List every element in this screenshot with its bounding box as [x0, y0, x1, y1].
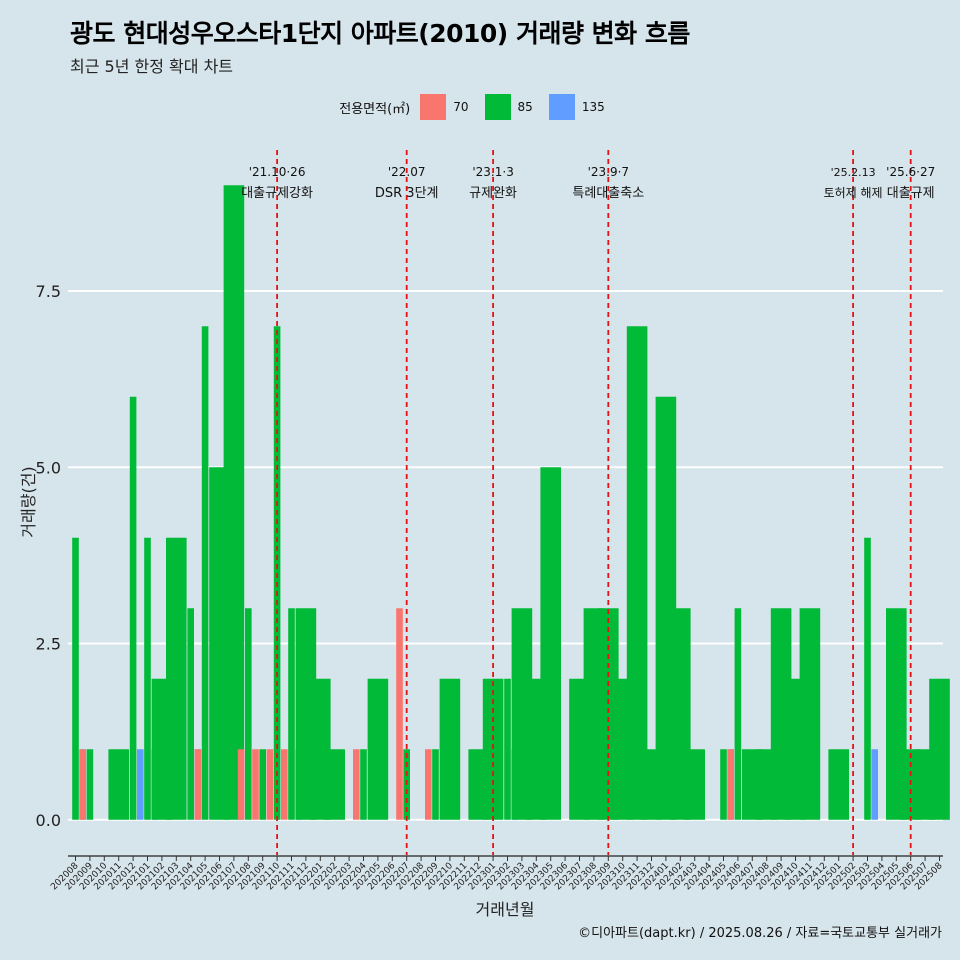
chart-subtitle: 최근 5년 한정 확대 차트: [70, 57, 234, 76]
bar-85-202109: [259, 749, 266, 820]
bar-85-202105: [201, 326, 209, 820]
legend: 전용면적(㎡) 70 85 135: [0, 92, 960, 122]
event-date-202502: '25.2.13: [831, 166, 876, 179]
bar-70-202406: [727, 749, 734, 820]
bar-85-202302: [504, 678, 511, 820]
bar-85-202501: [828, 749, 849, 820]
legend-key-85: [484, 94, 511, 120]
y-tick-label: 2.5: [36, 635, 61, 654]
bar-85-202104: [187, 608, 194, 820]
bar-70-202009: [79, 749, 86, 820]
bar-85-202503: [864, 537, 871, 820]
event-date-202110: '21.10·26: [249, 165, 306, 179]
y-tick-label: 0.0: [36, 811, 61, 830]
event-label-202207: DSR 3단계: [375, 186, 439, 201]
event-label-202506: 대출규제: [887, 186, 935, 201]
bar-70-202111: [281, 749, 288, 820]
bar-70-202108: [237, 749, 245, 820]
bar-85-202111: [288, 608, 295, 820]
bar-85-202011: [108, 749, 129, 820]
bar-135-202503: [871, 749, 878, 820]
bar-85-202205: [367, 678, 389, 820]
y-tick-label: 7.5: [36, 282, 61, 301]
legend-title: 전용면적(㎡): [339, 101, 411, 117]
chart-title: 광도 현대성우오스타1단지 아파트(2010) 거래량 변화 흐름: [70, 19, 690, 48]
legend-label-85: 85: [517, 100, 533, 114]
bar-85-202311: [626, 326, 648, 820]
bar-85-202403: [684, 749, 705, 820]
bar-85-202210: [439, 678, 461, 820]
event-label-202301: 규제완화: [469, 186, 517, 201]
event-label-202309: 특례대출축소: [572, 186, 644, 201]
bar-70-202105: [194, 749, 202, 820]
bar-85-202103: [166, 537, 187, 820]
bar-85-202008: [72, 537, 79, 820]
bar-85-202405: [720, 749, 727, 820]
bar-85-202301: [482, 678, 504, 820]
bar-85-202202: [324, 749, 345, 820]
bar-85-202406: [734, 608, 742, 820]
event-date-202309: '23.9·7: [588, 165, 629, 179]
bar-70-202204: [353, 749, 360, 820]
event-label-202110: 대출규제강화: [241, 186, 313, 201]
event-date-202207: '22.07: [388, 165, 426, 179]
bar-135-202012: [137, 749, 144, 820]
legend-key-70: [420, 94, 447, 120]
chart-caption: ©디아파트(dapt.kr) / 2025.08.26 / 자료=국토교통부 실…: [578, 926, 942, 941]
bar-85-202305: [540, 467, 561, 820]
y-axis-title: 거래량(건): [19, 466, 38, 537]
bar-70-202209: [425, 749, 432, 820]
bar-85-202012: [129, 396, 137, 820]
event-date-202506: '25.6·27: [886, 165, 935, 179]
bar-85-202209: [432, 749, 439, 820]
x-axis-title: 거래년월: [476, 900, 535, 919]
bar-85-202009: [86, 749, 94, 820]
legend-label-70: 70: [453, 100, 469, 114]
bar-70-202207: [396, 608, 403, 820]
bar-85-202107: [223, 185, 245, 820]
bar-85-202101: [144, 537, 151, 820]
bar-85-202411: [799, 608, 821, 820]
legend-key-135: [548, 94, 575, 120]
bar-70-202110: [266, 749, 274, 820]
legend-label-135: 135: [581, 100, 605, 114]
bar-70-202109: [252, 749, 259, 820]
bar-85-202204: [360, 749, 367, 820]
y-tick-label: 5.0: [36, 458, 61, 477]
bar-85-202508: [929, 678, 950, 820]
bar-85-202108: [245, 608, 252, 820]
event-label-202502: 토허제 해제: [824, 186, 883, 200]
event-date-202301: '23.1·3: [472, 165, 513, 179]
